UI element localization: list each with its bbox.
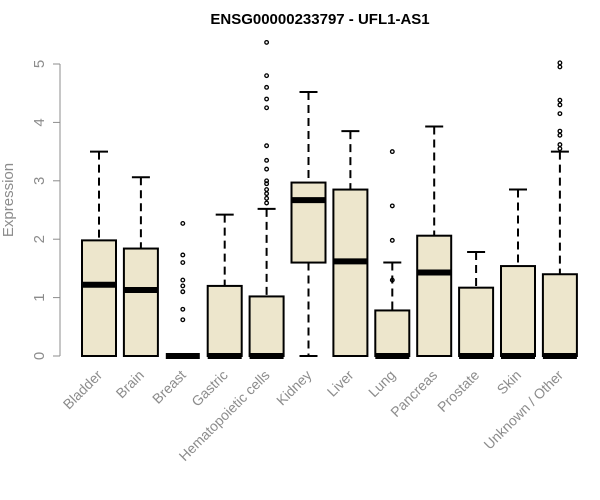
outlier-point-5 <box>557 128 563 134</box>
box-9 <box>458 251 495 359</box>
outlier-point-5 <box>180 289 186 295</box>
outlier-point-7 <box>557 142 563 148</box>
outlier-point-3 <box>264 96 270 102</box>
box-5 <box>290 91 327 357</box>
outlier-point-4 <box>264 105 270 111</box>
outlier-point-1 <box>389 203 395 209</box>
outlier-point-7 <box>180 317 186 323</box>
x-tick-label-7: Lung <box>365 367 398 400</box>
y-tick-label-0: 0 <box>31 352 48 360</box>
box-body <box>541 273 578 357</box>
outlier-point-6 <box>557 132 563 138</box>
outlier-point-6 <box>264 157 270 163</box>
x-tick-label-2: Breast <box>149 367 189 407</box>
box-body <box>81 239 117 357</box>
y-axis: 0 1 2 3 4 5 <box>31 60 61 360</box>
box-body <box>248 295 285 358</box>
box-body <box>290 181 327 264</box>
outlier-point-8 <box>557 146 563 152</box>
box-7 <box>374 149 411 359</box>
x-tick-label-11: Unknown / Other <box>480 367 566 453</box>
outlier-point-9 <box>264 181 270 187</box>
outlier-point-2 <box>264 84 270 90</box>
x-tick-label-6: Liver <box>324 367 357 400</box>
outlier-point-1 <box>264 73 270 79</box>
outlier-point-6 <box>180 306 186 312</box>
box-body <box>332 188 369 357</box>
outlier-point-3 <box>389 277 395 283</box>
outlier-point-10 <box>264 187 270 193</box>
outlier-point-2 <box>557 97 563 103</box>
outlier-point-0 <box>264 39 270 45</box>
box-6 <box>332 130 369 357</box>
y-tick-label-1: 1 <box>31 293 48 301</box>
chart-title: ENSG00000233797 - UFL1-AS1 <box>210 11 429 28</box>
outlier-point-7 <box>264 166 270 172</box>
x-tick-label-10: Skin <box>494 367 525 398</box>
y-tick-label-2: 2 <box>31 235 48 243</box>
y-axis-label: Expression <box>0 163 17 237</box>
box-3 <box>206 213 243 359</box>
box-body <box>206 284 243 358</box>
box-1 <box>122 176 159 358</box>
x-tick-label-5: Kidney <box>273 367 315 409</box>
y-tick-label-3: 3 <box>31 177 48 185</box>
outlier-point-0 <box>557 60 563 66</box>
box-11 <box>541 60 578 359</box>
y-tick-label-4: 4 <box>31 118 48 126</box>
outlier-point-0 <box>389 149 395 155</box>
outlier-point-3 <box>180 277 186 283</box>
x-tick-label-1: Brain <box>113 367 147 401</box>
x-tick-label-0: Bladder <box>60 367 106 413</box>
outlier-point-8 <box>264 178 270 184</box>
outlier-point-2 <box>180 260 186 266</box>
outlier-point-1 <box>557 64 563 70</box>
box-series <box>81 39 578 359</box>
box-body <box>500 265 536 357</box>
box-2 <box>165 220 200 359</box>
box-body <box>374 309 411 357</box>
box-4 <box>248 39 285 359</box>
y-tick-label-5: 5 <box>31 60 48 68</box>
box-0 <box>81 150 117 357</box>
outlier-point-4 <box>557 111 563 117</box>
outlier-point-4 <box>180 283 186 289</box>
x-tick-label-9: Prostate <box>434 367 482 415</box>
box-10 <box>500 188 536 359</box>
box-8 <box>416 125 453 357</box>
outlier-point-0 <box>180 220 186 226</box>
outlier-point-11 <box>264 191 270 197</box>
outlier-point-12 <box>264 195 270 201</box>
outlier-point-1 <box>180 252 186 258</box>
box-body <box>416 234 453 357</box>
outlier-point-3 <box>557 102 563 108</box>
box-body <box>122 247 159 358</box>
outlier-point-2 <box>389 237 395 243</box>
x-tick-label-8: Pancreas <box>387 367 440 420</box>
outlier-point-13 <box>264 200 270 206</box>
outlier-point-5 <box>264 143 270 149</box>
box-body <box>458 286 495 357</box>
